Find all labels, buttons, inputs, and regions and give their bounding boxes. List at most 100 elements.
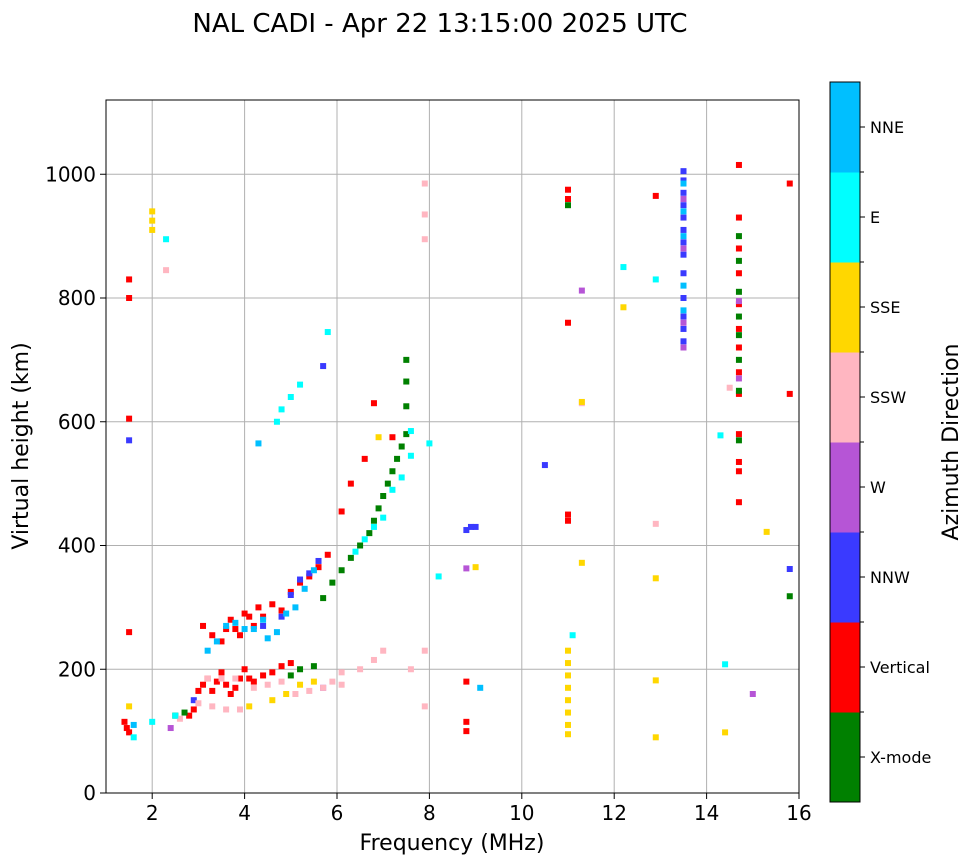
data-point-sse xyxy=(565,660,571,667)
data-point-nne xyxy=(680,233,687,240)
data-point-x-mode xyxy=(735,233,742,240)
data-point-nnw xyxy=(541,462,548,469)
data-point-vertical xyxy=(361,455,368,462)
data-point-vertical xyxy=(260,672,267,679)
data-point-nne xyxy=(310,567,317,574)
y-tick-label: 1000 xyxy=(45,162,96,186)
data-point-nne xyxy=(232,619,239,626)
data-point-vertical xyxy=(565,196,571,202)
data-point-nne xyxy=(477,684,484,691)
data-point-nnw xyxy=(278,613,285,620)
data-point-nne xyxy=(680,282,687,289)
data-point-ssw xyxy=(421,180,428,187)
data-point-e xyxy=(273,418,280,425)
data-point-nnw xyxy=(467,523,474,530)
x-tick-label: 4 xyxy=(238,801,251,825)
data-point-nnw xyxy=(680,177,687,184)
data-point-sse xyxy=(375,434,382,441)
data-point-sse xyxy=(269,697,276,704)
data-point-sse xyxy=(652,575,659,582)
data-point-vertical xyxy=(126,415,133,422)
data-point-nnw xyxy=(287,592,294,598)
data-point-w xyxy=(680,344,687,351)
data-point-x-mode xyxy=(565,202,571,209)
data-point-vertical xyxy=(126,729,133,736)
data-point-nnw xyxy=(680,270,687,277)
data-point-e xyxy=(324,329,331,336)
data-point-ssw xyxy=(380,647,387,654)
data-point-vertical xyxy=(246,613,253,620)
data-point-w xyxy=(749,691,756,697)
data-point-e xyxy=(172,712,179,719)
data-point-e xyxy=(352,548,359,555)
data-point-nnw xyxy=(680,251,687,258)
data-point-x-mode xyxy=(320,595,327,602)
colorbar-category-label: X-mode xyxy=(870,748,931,767)
data-point-nnw xyxy=(463,527,470,534)
data-point-vertical xyxy=(735,390,742,397)
colorbar-category-label: SSE xyxy=(870,298,900,317)
data-point-ssw xyxy=(338,669,345,676)
colorbar-swatch xyxy=(830,532,860,623)
data-point-nnw xyxy=(680,189,687,196)
data-point-x-mode xyxy=(403,356,410,363)
data-point-sse xyxy=(149,217,156,224)
data-point-nne xyxy=(292,604,299,611)
data-point-e xyxy=(717,432,724,439)
data-point-w xyxy=(680,245,687,252)
data-point-sse xyxy=(652,734,659,741)
data-point-x-mode xyxy=(347,554,354,561)
data-point-vertical xyxy=(735,270,742,277)
data-point-ssw xyxy=(163,267,170,274)
data-point-vertical xyxy=(735,245,742,252)
x-tick-label: 14 xyxy=(694,801,719,825)
colorbar: X-mode Vertical NNW W SSW SSE E NNE xyxy=(829,81,931,803)
data-point-x-mode xyxy=(394,455,401,462)
data-point-vertical xyxy=(250,622,257,629)
data-point-vertical xyxy=(338,508,345,515)
data-point-nne xyxy=(680,208,687,215)
data-point-vertical xyxy=(223,681,230,688)
data-point-e xyxy=(278,406,285,413)
data-point-e xyxy=(407,428,414,435)
data-point-vertical xyxy=(278,607,285,614)
colorbar-category-label: E xyxy=(870,208,880,227)
y-axis-label: Virtual height (km) xyxy=(9,342,34,549)
data-point-ssw xyxy=(278,678,285,685)
data-point-x-mode xyxy=(357,542,364,549)
data-point-sse xyxy=(578,398,585,405)
data-point-vertical xyxy=(652,192,659,199)
data-point-x-mode xyxy=(375,505,382,512)
data-point-e xyxy=(389,486,396,493)
data-point-ssw xyxy=(236,706,243,713)
data-point-vertical xyxy=(223,626,230,633)
data-point-sse xyxy=(578,559,585,566)
x-tick-label: 10 xyxy=(509,801,534,825)
data-point-ssw xyxy=(209,703,216,710)
data-point-sse xyxy=(310,678,317,685)
data-point-vertical xyxy=(278,663,285,670)
data-point-e xyxy=(722,661,729,668)
data-point-sse xyxy=(763,528,770,535)
data-point-e xyxy=(569,632,576,639)
data-point-vertical xyxy=(786,180,793,187)
data-marks xyxy=(121,161,793,741)
data-point-nne xyxy=(213,638,220,645)
data-point-nne xyxy=(260,616,267,623)
data-point-vertical xyxy=(735,468,742,475)
data-point-ssw xyxy=(370,656,377,663)
data-point-nnw xyxy=(260,622,267,629)
data-point-nnw xyxy=(680,325,687,332)
data-point-nnw xyxy=(472,523,479,530)
data-point-sse xyxy=(149,226,156,233)
data-point-vertical xyxy=(324,551,331,558)
data-point-x-mode xyxy=(735,332,742,339)
data-point-vertical xyxy=(260,613,267,620)
data-point-vertical xyxy=(200,681,207,688)
data-point-ssw xyxy=(320,684,327,691)
data-point-sse xyxy=(565,672,571,679)
data-point-vertical xyxy=(565,186,571,193)
data-point-vertical xyxy=(565,517,571,524)
colorbar-swatch xyxy=(830,172,860,263)
data-point-vertical xyxy=(269,601,276,608)
